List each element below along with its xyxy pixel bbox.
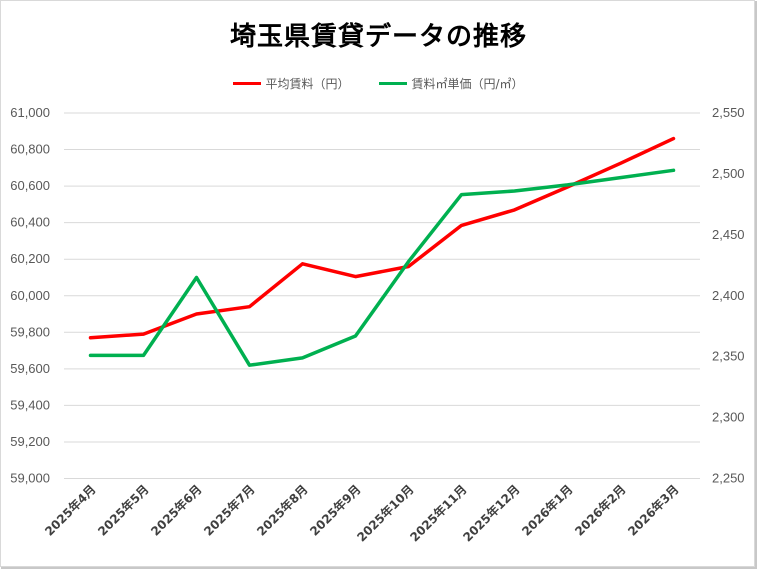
y-tick-label: 59,600 [10,361,50,376]
legend-label: 平均賃料（円） [265,77,350,91]
x-tick-label: 2025年6月 [148,482,205,539]
x-axis: 2025年4月2025年5月2025年6月2025年7月2025年8月2025年… [42,482,682,545]
legend-item-unit-price[interactable]: 賃料㎡単価（円/㎡） [379,75,524,92]
series-lines [88,136,676,367]
x-tick-label: 2025年12月 [460,482,523,545]
y-tick-label: 59,200 [10,434,50,449]
y-tick-label: 60,600 [10,178,50,193]
x-tick-label: 2026年2月 [572,482,629,539]
y-axis-left: 59,000 59,200 59,400 59,600 59,800 60,000 60,2… [10,105,50,486]
y2-tick-label: 2,550 [712,105,745,120]
y-axis-right: 2,250 2,300 2,350 2,400 2,450 2,500 2,550 [712,105,745,486]
x-tick-label: 2025年8月 [254,482,311,539]
y2-tick-label: 2,300 [712,410,745,425]
series-line-unit-price[interactable] [88,168,676,367]
y-tick-label: 60,200 [10,251,50,266]
x-tick-label: 2026年1月 [519,482,576,539]
legend: 平均賃料（円） 賃料㎡単価（円/㎡） [0,75,757,92]
y-tick-label: 59,000 [10,471,50,486]
y-tick-label: 59,400 [10,397,50,412]
x-tick-label: 2025年9月 [307,482,364,539]
y2-tick-label: 2,350 [712,349,745,364]
y-tick-label: 60,800 [10,142,50,157]
x-tick-label: 2025年5月 [95,482,152,539]
y-tick-label: 61,000 [10,105,50,120]
gridlines [64,112,700,479]
y2-tick-label: 2,500 [712,166,745,181]
legend-swatch-green [379,82,408,85]
y-tick-label: 60,400 [10,215,50,230]
legend-label: 賃料㎡単価（円/㎡） [411,77,524,91]
y2-tick-label: 2,450 [712,227,745,242]
chart-title: 埼玉県賃貸データの推移 [229,22,527,52]
series-line-avg-rent[interactable] [88,136,676,340]
x-tick-label: 2025年4月 [42,482,99,539]
legend-item-avg-rent[interactable]: 平均賃料（円） [233,75,349,92]
x-tick-label: 2025年7月 [201,482,258,539]
y2-tick-label: 2,400 [712,288,745,303]
legend-swatch-red [233,82,262,85]
y2-tick-label: 2,250 [712,471,745,486]
x-tick-label: 2026年3月 [625,482,682,539]
y-tick-label: 60,000 [10,288,50,303]
y-tick-label: 59,800 [10,324,50,339]
